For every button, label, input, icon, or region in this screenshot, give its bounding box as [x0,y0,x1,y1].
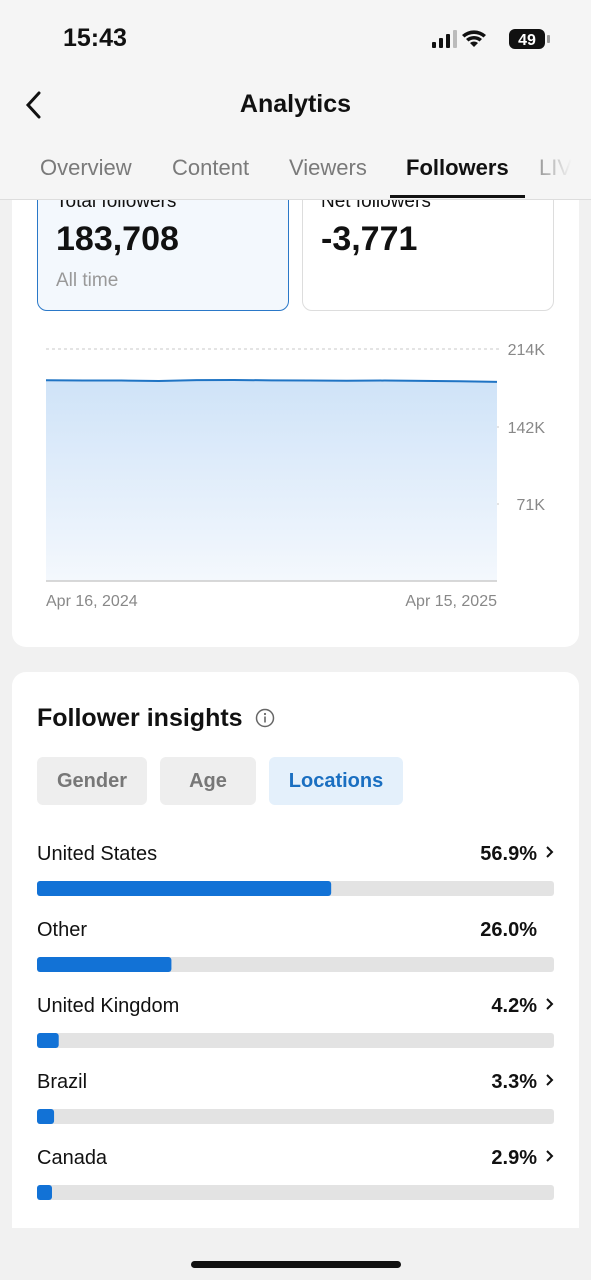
card-value: 183,708 [56,220,179,258]
home-indicator [191,1261,401,1268]
row-chevron[interactable] [546,998,554,1010]
tab[interactable]: Viewers [289,155,367,180]
card-value: -3,771 [321,220,418,258]
info-icon[interactable] [255,707,277,729]
location-percent: 56.9% [480,843,537,865]
row-chevron[interactable] [546,1150,554,1162]
insights-title: Follower insights [37,704,243,732]
y-tick-label: 214K [508,342,546,359]
location-name: Other [37,919,87,941]
battery-level: 49 [518,32,536,49]
x-tick-label: Apr 16, 2024 [46,593,138,610]
tab[interactable]: Followers [406,155,509,180]
tab-fade [527,140,591,198]
bar-track [37,1033,554,1048]
location-name: United Kingdom [37,995,179,1017]
location-percent: 3.3% [491,1071,537,1093]
filter-button[interactable]: Gender [37,757,147,805]
filter-button[interactable]: Locations [269,757,403,805]
bar [37,957,172,972]
card-note: All time [56,270,119,291]
tab[interactable]: Content [172,155,250,180]
status-time: 15:43 [63,24,127,52]
y-tick-label: 142K [508,420,546,437]
bar-track [37,1109,554,1124]
line [45,379,498,383]
area-fill [46,380,497,581]
bar [37,1109,55,1124]
bar [37,881,332,896]
bar [37,1185,52,1200]
location-percent: 26.0% [480,919,537,941]
bar [37,1033,59,1048]
location-name: United States [37,843,157,865]
status-icons: 49 [432,29,550,49]
location-name: Brazil [37,1071,87,1093]
row-chevron[interactable] [546,846,554,858]
bar-track [37,1185,554,1200]
top-bar: 15:43 49 Analytics Overview Content Viewer… [0,0,591,200]
page-title: Analytics [239,90,352,118]
filter-button[interactable]: Age [160,757,256,805]
location-percent: 2.9% [491,1147,537,1169]
tab[interactable]: Overview [40,155,132,180]
location-name: Canada [37,1147,108,1169]
row-chevron[interactable] [546,1074,554,1086]
x-tick-label: Apr 15, 2025 [405,593,497,610]
tab-underline [390,195,525,198]
y-tick-label: 71K [517,497,546,514]
location-percent: 4.2% [491,995,537,1017]
locations-chart: United States 56.9% Other 26.0% United Kingd… [37,843,554,1200]
followers-chart: 71K 142K 214K Apr 16, 2024 Apr 15, 2025 [45,342,546,610]
back-button[interactable] [22,90,46,120]
